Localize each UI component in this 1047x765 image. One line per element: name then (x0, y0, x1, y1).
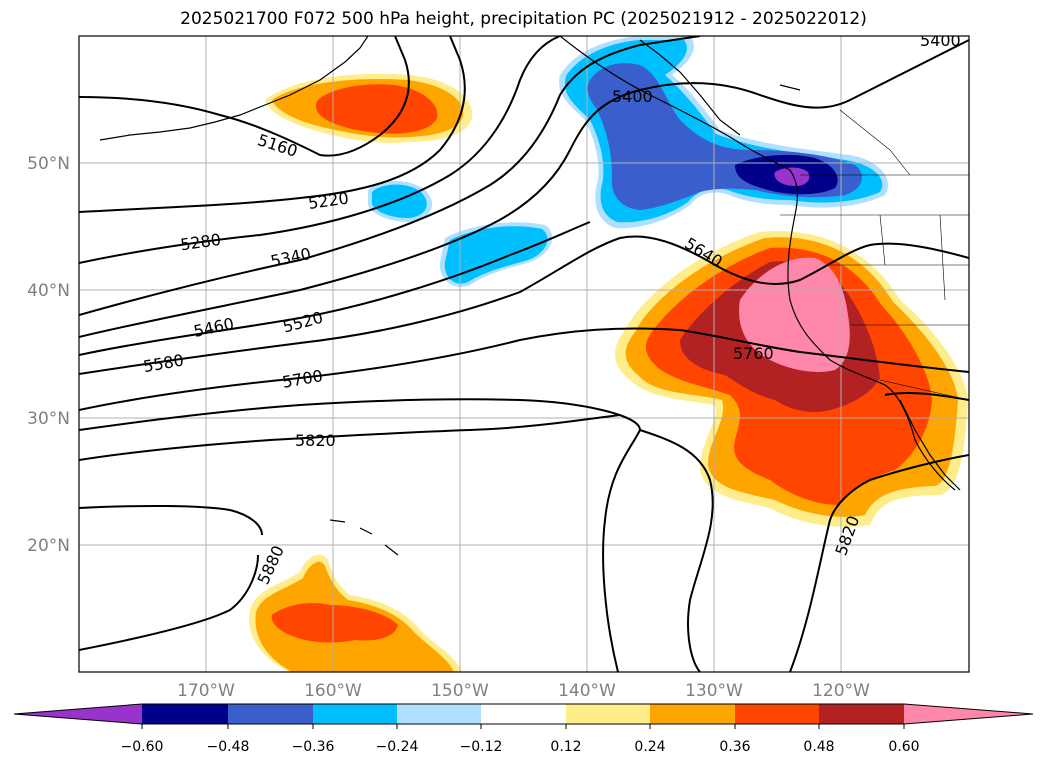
lat-label: 30°N (27, 409, 70, 429)
latitude-labels: 50°N 40°N 30°N 20°N (27, 154, 70, 556)
map-frame (78, 35, 970, 673)
lon-label: 120°W (812, 681, 870, 701)
lon-label: 160°W (304, 681, 362, 701)
colorbar-tick-label: 0.24 (634, 739, 665, 755)
contour-label: 5400 (612, 87, 653, 106)
colorbar-segment (566, 704, 650, 724)
lat-label: 50°N (27, 154, 70, 174)
colorbar: −0.60 −0.48 −0.36 −0.24 −0.12 0.12 0.24 … (13, 703, 1034, 755)
colorbar-tick-label: −0.60 (121, 739, 164, 755)
colorbar-segment (397, 704, 481, 724)
colorbar-segment (14, 704, 142, 724)
colorbar-tick-label: −0.36 (292, 739, 335, 755)
colorbar-segment (819, 704, 904, 724)
precip-positive-hawaii (249, 554, 462, 672)
map-area: 5400 5400 5160 5220 5280 5340 5460 5520 … (79, 31, 969, 672)
colorbar-segment (735, 704, 819, 724)
map-title: 2025021700 F072 500 hPa height, precipit… (180, 9, 867, 29)
colorbar-segment (650, 704, 735, 724)
contour-label: 5820 (295, 431, 336, 450)
colorbar-tick-label: 0.36 (719, 739, 750, 755)
contour-label: 5760 (733, 344, 774, 363)
lon-label: 140°W (558, 681, 616, 701)
lon-label: 170°W (177, 681, 235, 701)
colorbar-tick-label: −0.12 (460, 739, 503, 755)
colorbar-segment (481, 704, 566, 724)
colorbar-tick-label: 0.48 (803, 739, 834, 755)
lat-label: 20°N (27, 536, 70, 556)
lon-label: 150°W (431, 681, 489, 701)
precip-negative-northeast (559, 36, 889, 229)
colorbar-tick-label: 0.12 (550, 739, 581, 755)
state-borders (780, 109, 969, 401)
lon-label: 130°W (685, 681, 743, 701)
height-contours (79, 36, 969, 672)
colorbar-segment (313, 704, 397, 724)
colorbar-segment (228, 704, 313, 724)
colorbar-tick-label: −0.48 (207, 739, 250, 755)
precip-positive-coast (614, 231, 968, 527)
lat-label: 40°N (27, 281, 70, 301)
colorbar-tick-label: −0.24 (376, 739, 419, 755)
colorbar-segment (142, 704, 228, 724)
colorbar-tick-label: 0.60 (888, 739, 919, 755)
contour-label: 5400 (920, 31, 961, 50)
colorbar-segment (904, 704, 1033, 724)
longitude-labels: 170°W 160°W 150°W 140°W 130°W 120°W (177, 681, 870, 701)
